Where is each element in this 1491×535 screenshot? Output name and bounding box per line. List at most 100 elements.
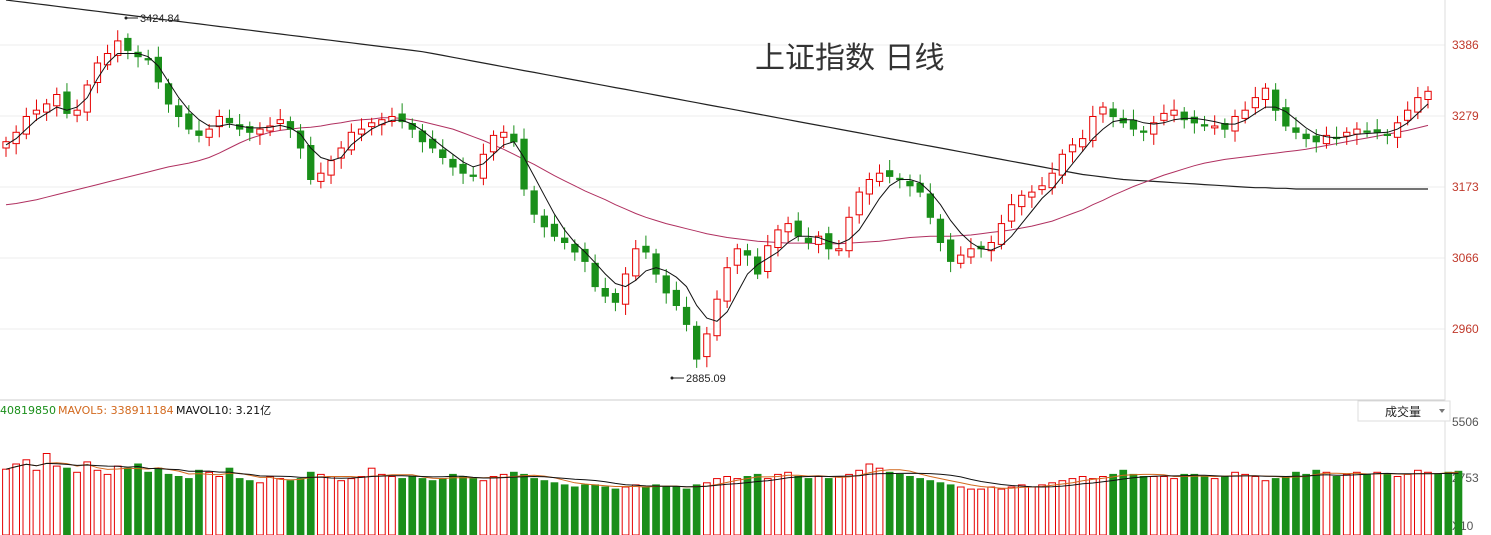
candle [1109,102,1117,128]
volume-bar [144,471,153,535]
ma5-layer [5,53,1429,322]
volume-bar [1119,469,1128,535]
volume-bar [1129,473,1138,535]
volume-bar [367,467,376,535]
candle-body [774,229,782,248]
candle-body [713,298,721,337]
candle [1221,118,1229,138]
candle [1353,122,1361,145]
candle [22,107,31,140]
candle-body [632,248,640,277]
candle [256,122,264,145]
volume-bar [672,486,681,535]
candle [32,99,41,121]
candle [875,164,884,187]
volume-bar [611,488,620,535]
candle-body [327,160,335,176]
mavol5-line [5,462,1459,489]
candle-body [967,248,975,258]
volume-bar [378,473,386,535]
volume-bar [1017,484,1026,535]
volume-bar [692,484,701,535]
volume-bar [317,473,325,535]
volume-bar [713,478,721,535]
candle-body [439,149,447,158]
candle-body [957,254,965,264]
candle-body [906,180,914,187]
volume-bar [835,476,843,535]
candle-body [561,237,569,244]
volume-bar [824,478,833,535]
candle-body [266,125,274,132]
volume-bar [12,463,20,535]
volume-bar [83,461,92,535]
candle [1038,177,1046,195]
candle-body [1068,144,1077,153]
candle [906,174,914,197]
volume-bar [1200,476,1209,535]
candle [296,124,305,159]
candle-body [1028,191,1036,198]
volume-legend: 40819850 MAVOL5: 338911184 MAVOL10: 3.21… [0,404,271,417]
candle [926,183,935,225]
candle-body [591,262,599,288]
candle-body [530,190,538,215]
candle-body [93,62,102,83]
volume-bar [408,476,417,535]
volume-bar [1444,471,1453,535]
candle [439,139,447,165]
candle-body [1089,116,1097,141]
candle [713,290,721,341]
mavol10-line [5,462,1459,488]
volume-selector-dropdown[interactable]: 成交量 [1357,400,1451,422]
volume-bar [621,486,630,535]
volume-bar [32,469,41,535]
candle [1322,126,1331,149]
volume-bar [1403,473,1412,535]
candle-body [611,293,620,303]
volume-bar [1028,486,1036,535]
candle [1160,104,1168,126]
candle [804,227,813,250]
candle-body [947,239,955,262]
volume-bar [276,478,285,535]
candle-body [1058,153,1066,176]
volume-bar [896,473,904,535]
volume-bar [499,473,508,535]
volume-bar [1058,480,1067,535]
volume-bar [1160,476,1168,535]
volume-bar [1149,476,1158,535]
volume-bar [235,478,244,535]
candle-body [1038,185,1046,191]
volume-bar [1170,478,1178,535]
volume-ma-layer [5,462,1459,489]
volume-bar [540,480,549,535]
volume-bar [73,471,81,535]
candle-body [195,130,203,136]
volume-bar [916,478,924,535]
candle-body [682,306,691,325]
candle [947,233,955,273]
volume-bar [185,478,193,535]
high-annotation: 3424.84 [124,13,180,25]
candle [530,185,538,223]
candle [886,160,894,184]
candle-body [1211,125,1219,129]
candle-body [662,275,670,294]
candle-body [1099,106,1107,115]
candle [489,130,498,161]
candle [1119,109,1127,128]
candle [1028,185,1036,208]
candle-body [215,116,223,128]
volume-bar [1231,471,1239,535]
candle-body [601,288,609,297]
candle-body [154,56,162,83]
candle [693,321,701,368]
candle-body [733,248,742,266]
candle [347,123,356,155]
volume-bar [804,478,813,535]
candle-body [926,193,935,218]
volume-bar [631,484,640,535]
candle-body [886,170,894,177]
